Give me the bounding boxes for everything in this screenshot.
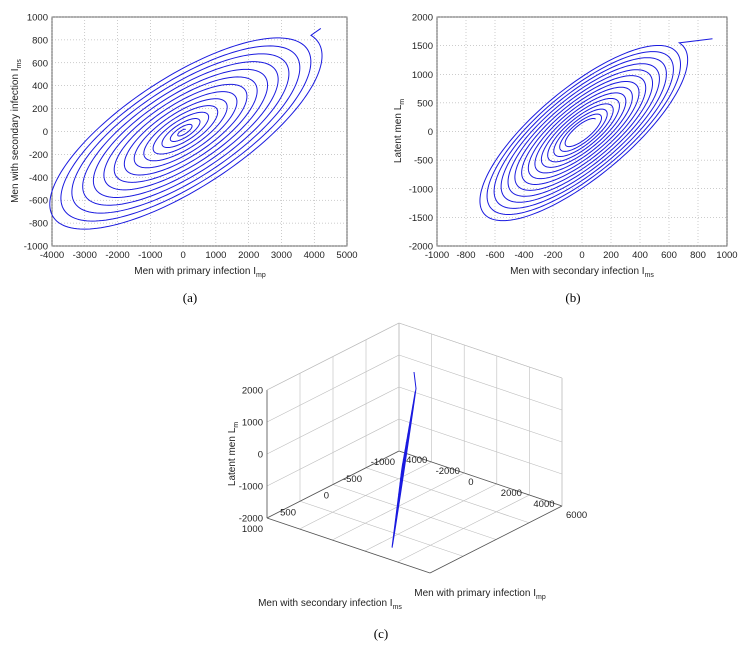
b-xtick-label: 400 <box>632 250 648 261</box>
a-ytick-label: 800 <box>32 35 48 46</box>
a-ytick-label: -600 <box>29 196 48 207</box>
plot-c-xtick-label: -4000 <box>403 455 427 466</box>
plot-b-trajectory <box>479 38 713 222</box>
b-xtick-label: 600 <box>661 250 677 261</box>
plot-c-xtick-label: -2000 <box>436 466 460 477</box>
plot-c-ytick-label: -1000 <box>371 457 395 468</box>
a-xtick-label: -1000 <box>138 250 162 261</box>
b-xtick-label: -200 <box>543 250 562 261</box>
caption-a: (a) <box>183 290 197 305</box>
plot-c-xlabel: Men with primary infection Imp <box>414 588 546 601</box>
plot-c-back-edge <box>266 322 400 391</box>
b-xtick-label: 200 <box>603 250 619 261</box>
a-xtick-label: 5000 <box>336 250 357 261</box>
a-ytick-label: 200 <box>32 104 48 115</box>
a-ytick-label: -200 <box>29 150 48 161</box>
a-ytick-label: 1000 <box>27 13 48 24</box>
plot-c-ztick-label: -2000 <box>239 514 263 525</box>
plot-a-ylabel: Men with secondary infection Ims <box>10 59 23 203</box>
plot-b-grid <box>436 16 728 247</box>
plot-b-yticks: -2000 -1500 -1000 -500 0 500 1000 1500 2000 <box>409 13 433 253</box>
a-xtick-label: -3000 <box>73 250 97 261</box>
plot-c-ztick-label: 1000 <box>242 418 263 429</box>
a-ytick-label: 600 <box>32 58 48 69</box>
b-ytick-label: -1000 <box>409 184 433 195</box>
a-ytick-label: -400 <box>29 173 48 184</box>
plot-c-ytick-label: 500 <box>280 507 296 518</box>
plot-c-xtick-label: 6000 <box>566 510 587 521</box>
plot-c-zlabel: Latent men Lm <box>227 422 240 486</box>
caption-c: (c) <box>374 626 388 641</box>
a-ytick-label: 0 <box>43 127 48 138</box>
plot-c-ytick-label: 1000 <box>242 524 263 535</box>
plot-a-trajectory <box>49 28 323 230</box>
b-ytick-label: -500 <box>414 156 433 167</box>
b-xtick-label: 0 <box>579 250 584 261</box>
plot-c-ytick-label: -500 <box>343 474 362 485</box>
plot-c-gridline <box>332 484 497 540</box>
plot-c-gridline <box>299 500 464 557</box>
a-xtick-label: 2000 <box>238 250 259 261</box>
plot-b-ylabel: Latent men Lm <box>393 99 406 163</box>
b-xtick-label: -600 <box>485 250 504 261</box>
plot-a-yticks: -1000 -800 -600 -400 -200 0 200 400 600 800 1000 <box>24 13 48 253</box>
a-ytick-label: 400 <box>32 81 48 92</box>
panel-a: -4000 -3000 -2000 -1000 0 1000 2000 3000 4000 500… <box>10 13 358 306</box>
plot-c-trajectory <box>391 371 417 549</box>
b-xtick-label: -1000 <box>425 250 449 261</box>
b-xtick-label: 1000 <box>716 250 737 261</box>
a-xtick-label: 1000 <box>205 250 226 261</box>
a-xtick-label: 0 <box>180 250 185 261</box>
panel-c: -2000 -1000 0 1000 2000 -1000 -500 0 500 1000 -400… <box>227 322 587 641</box>
a-xtick-label: 3000 <box>271 250 292 261</box>
panel-b: -1000 -800 -600 -400 -200 0 200 400 600 800 1000 -… <box>393 13 738 306</box>
b-ytick-label: 0 <box>428 127 433 138</box>
b-xtick-label: -400 <box>514 250 533 261</box>
plot-b-xticks: -1000 -800 -600 -400 -200 0 200 400 600 800 1000 <box>425 250 738 261</box>
plot-c-gridline <box>266 354 400 423</box>
b-xtick-label: 800 <box>690 250 706 261</box>
caption-b: (b) <box>565 290 580 305</box>
plot-c-axis-edge <box>398 450 563 507</box>
plot-c-ztick-label: -1000 <box>239 482 263 493</box>
plot-c-ylabel: Men with secondary infection Ims <box>258 598 402 611</box>
plot-c-back-edge <box>398 322 563 379</box>
plot-c-xtick-label: 2000 <box>501 488 522 499</box>
plot-c-ztick-label: 0 <box>258 450 263 461</box>
plot-a-xticks: -4000 -3000 -2000 -1000 0 1000 2000 3000 4000 500… <box>40 250 358 261</box>
a-xtick-label: -4000 <box>40 250 64 261</box>
plot-c-gridline <box>398 386 563 443</box>
plot-c-gridline <box>266 386 400 455</box>
a-xtick-label: 4000 <box>304 250 325 261</box>
plot-c-gridline <box>266 418 400 487</box>
b-xtick-label: -800 <box>456 250 475 261</box>
b-ytick-label: 2000 <box>412 13 433 24</box>
b-ytick-label: 1500 <box>412 41 433 52</box>
plot-b-xlabel: Men with secondary infection Ims <box>510 266 654 279</box>
b-ytick-label: -1500 <box>409 213 433 224</box>
plot-c-axis-edge <box>266 450 400 519</box>
plot-c-axis-edge <box>266 517 431 574</box>
b-ytick-label: -2000 <box>409 242 433 253</box>
plot-c-ytick-label: 0 <box>324 491 329 502</box>
a-xtick-label: -2000 <box>105 250 129 261</box>
plot-c-axis-edge <box>429 505 563 574</box>
plot-a-xlabel: Men with primary infection Imp <box>134 266 266 279</box>
plot-c-gridline <box>398 418 563 475</box>
a-ytick-label: -1000 <box>24 242 48 253</box>
plot-c-gridline <box>398 354 563 411</box>
plot-c-xtick-label: 0 <box>468 477 473 488</box>
plot-c-ztick-label: 2000 <box>242 386 263 397</box>
b-ytick-label: 1000 <box>412 70 433 81</box>
a-ytick-label: -800 <box>29 219 48 230</box>
b-ytick-label: 500 <box>417 98 433 109</box>
plot-c-gridline <box>365 467 530 524</box>
plot-c-xtick-label: 4000 <box>533 499 554 510</box>
plot-c-box <box>266 322 563 574</box>
plot-c-ticks: -2000 -1000 0 1000 2000 -1000 -500 0 500 1000 -400… <box>239 386 587 536</box>
